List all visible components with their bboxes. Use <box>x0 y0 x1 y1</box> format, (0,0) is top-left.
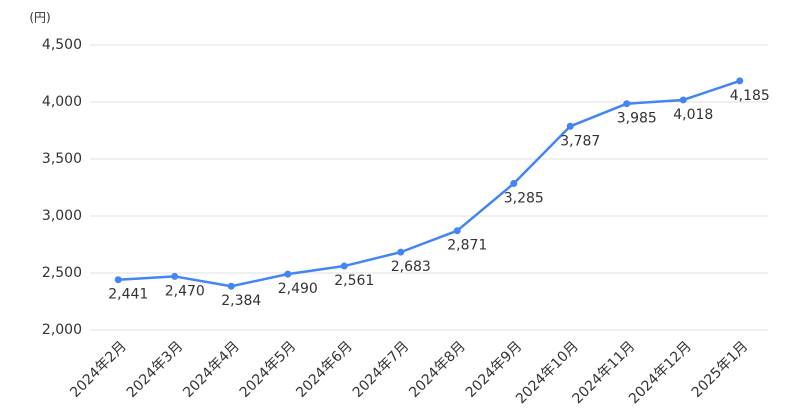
x-tick-label: 2024年8月 <box>406 338 469 401</box>
point <box>453 227 461 235</box>
y-tick-label: 2,500 <box>42 265 82 281</box>
data-label: 2,683 <box>391 259 431 275</box>
x-tick-label: 2024年2月 <box>67 338 130 401</box>
point <box>566 122 574 130</box>
data-label: 2,561 <box>334 273 374 289</box>
point <box>171 272 179 280</box>
x-tick-label: 2025年1月 <box>689 338 752 401</box>
x-tick-label: 2024年5月 <box>237 338 300 401</box>
x-tick-label: 2024年6月 <box>293 338 356 401</box>
x-tick-label: 2024年4月 <box>180 338 243 401</box>
y-tick-label: 3,500 <box>42 151 82 167</box>
x-tick-label: 2024年3月 <box>124 338 187 401</box>
unit-label: (円) <box>29 11 50 25</box>
point <box>340 262 348 270</box>
point <box>284 270 292 278</box>
data-label: 2,470 <box>165 283 205 299</box>
data-label: 3,787 <box>560 133 600 149</box>
y-tick-label: 4,000 <box>42 94 82 110</box>
data-label: 2,441 <box>108 287 148 303</box>
y-tick-label: 2,000 <box>42 322 82 338</box>
x-tick-label: 2024年7月 <box>350 338 413 401</box>
y-tick-label: 4,500 <box>42 37 82 53</box>
data-label: 4,018 <box>673 107 713 123</box>
data-label: 2,384 <box>221 293 261 309</box>
y-tick-label: 3,000 <box>42 208 82 224</box>
data-label: 2,871 <box>447 238 487 254</box>
data-label: 4,185 <box>730 88 770 104</box>
point <box>227 282 235 290</box>
data-label: 2,490 <box>278 281 318 297</box>
point <box>397 248 405 256</box>
data-label: 3,285 <box>504 191 544 207</box>
point <box>114 276 122 284</box>
point <box>679 96 687 104</box>
point <box>623 100 631 108</box>
point <box>510 180 518 188</box>
line <box>118 79 741 288</box>
data-label: 3,985 <box>617 111 657 127</box>
point <box>736 77 744 85</box>
